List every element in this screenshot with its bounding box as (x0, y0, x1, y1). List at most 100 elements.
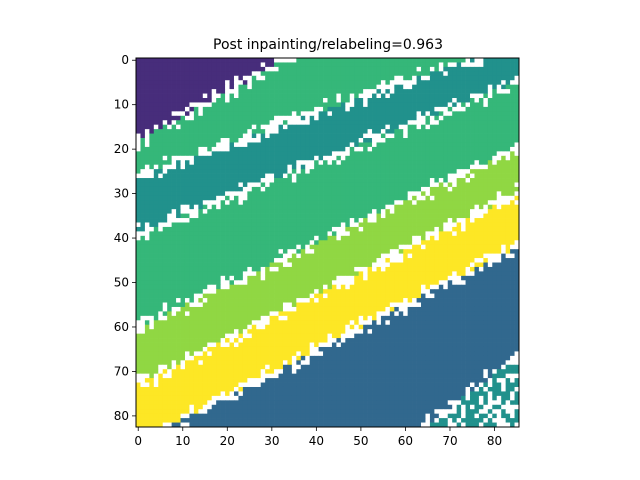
heatmap-cell (162, 213, 168, 219)
heatmap-cell (367, 93, 373, 99)
heatmap-cell (434, 186, 440, 192)
heatmap-cell (269, 66, 275, 72)
heatmap-cell (327, 271, 333, 277)
heatmap-cell (323, 164, 328, 170)
heatmap-cell (358, 102, 364, 108)
heatmap-cell (251, 62, 257, 68)
heatmap-cell (505, 124, 511, 130)
heatmap-cell (421, 106, 426, 112)
heatmap-cell (358, 138, 364, 143)
heatmap-cell (412, 240, 417, 246)
heatmap-cell (233, 66, 239, 72)
heatmap-cell (363, 66, 368, 72)
heatmap-cell (260, 186, 266, 192)
heatmap-cell (496, 266, 502, 272)
heatmap-cell (354, 209, 360, 214)
heatmap-cell (198, 142, 204, 148)
heatmap-cell (487, 66, 493, 72)
heatmap-cell (171, 222, 177, 228)
heatmap-cell (269, 240, 275, 246)
heatmap-cell (269, 231, 275, 237)
heatmap-cell (260, 244, 266, 250)
heatmap-cell (403, 80, 409, 86)
heatmap-cell (447, 204, 453, 210)
heatmap-cell (434, 311, 440, 317)
heatmap-cell (505, 253, 511, 259)
heatmap-cell (452, 200, 457, 206)
heatmap-cell (478, 186, 484, 192)
heatmap-cell (256, 71, 262, 77)
heatmap-cell (305, 182, 311, 188)
heatmap-cell (363, 195, 368, 201)
heatmap-cell (376, 298, 382, 303)
heatmap-cell (425, 111, 431, 117)
heatmap-cell (251, 191, 257, 197)
heatmap-cell (193, 200, 199, 206)
heatmap-cell (380, 200, 386, 206)
heatmap-cell (403, 62, 409, 68)
heatmap-cell (416, 240, 422, 246)
heatmap-cell (247, 186, 253, 192)
heatmap-cell (470, 195, 475, 201)
heatmap-cell (492, 106, 498, 112)
heatmap-cell (398, 249, 404, 254)
heatmap-cell (465, 178, 471, 183)
heatmap-cell (291, 244, 297, 250)
heatmap-cell (291, 226, 297, 232)
heatmap-cell (372, 106, 377, 112)
heatmap-cell (443, 209, 449, 214)
heatmap-cell (176, 169, 181, 174)
heatmap-cell (492, 293, 498, 299)
heatmap-cell (452, 222, 457, 228)
heatmap-cell (247, 151, 253, 157)
heatmap-cell (336, 164, 342, 170)
heatmap-cell (153, 235, 159, 241)
heatmap-cell (162, 311, 168, 317)
heatmap-cell (167, 240, 172, 246)
heatmap-cell (447, 244, 453, 250)
heatmap-cell (225, 173, 230, 179)
heatmap-cell (478, 182, 484, 188)
heatmap-cell (510, 151, 515, 157)
heatmap-cell (144, 84, 150, 90)
heatmap-cell (385, 262, 391, 268)
heatmap-cell (171, 289, 177, 294)
heatmap-cell (216, 218, 221, 223)
heatmap-cell (140, 133, 146, 139)
heatmap-cell (416, 289, 422, 294)
heatmap-cell (300, 115, 306, 121)
heatmap-cell (153, 80, 159, 86)
heatmap-cell (438, 306, 444, 312)
heatmap-cell (514, 89, 520, 94)
heatmap-cell (260, 169, 266, 174)
heatmap-cell (376, 155, 382, 161)
heatmap-cell (470, 133, 475, 139)
heatmap-cell (144, 289, 150, 294)
heatmap-cell (465, 169, 471, 174)
heatmap-cell (207, 306, 213, 312)
heatmap-cell (305, 133, 311, 139)
heatmap-cell (456, 266, 462, 272)
heatmap-cell (380, 262, 386, 268)
heatmap-cell (443, 240, 449, 246)
heatmap-cell (474, 133, 480, 139)
heatmap-cell (429, 58, 435, 63)
heatmap-cell (153, 84, 159, 90)
heatmap-cell (251, 84, 257, 90)
heatmap-cell (510, 271, 515, 277)
heatmap-cell (438, 262, 444, 268)
heatmap-cell (327, 253, 333, 259)
heatmap-cell (144, 160, 150, 166)
heatmap-cell (282, 213, 288, 219)
heatmap-cell (269, 124, 275, 130)
heatmap-cell (202, 213, 208, 219)
heatmap-cell (425, 98, 431, 103)
heatmap-cell (327, 120, 333, 126)
heatmap-cell (434, 129, 440, 134)
heatmap-cell (136, 133, 141, 139)
heatmap-cell (385, 173, 391, 179)
heatmap-cell (376, 302, 382, 308)
heatmap-cell (291, 306, 297, 312)
heatmap-cell (501, 138, 506, 143)
heatmap-cell (470, 289, 475, 294)
